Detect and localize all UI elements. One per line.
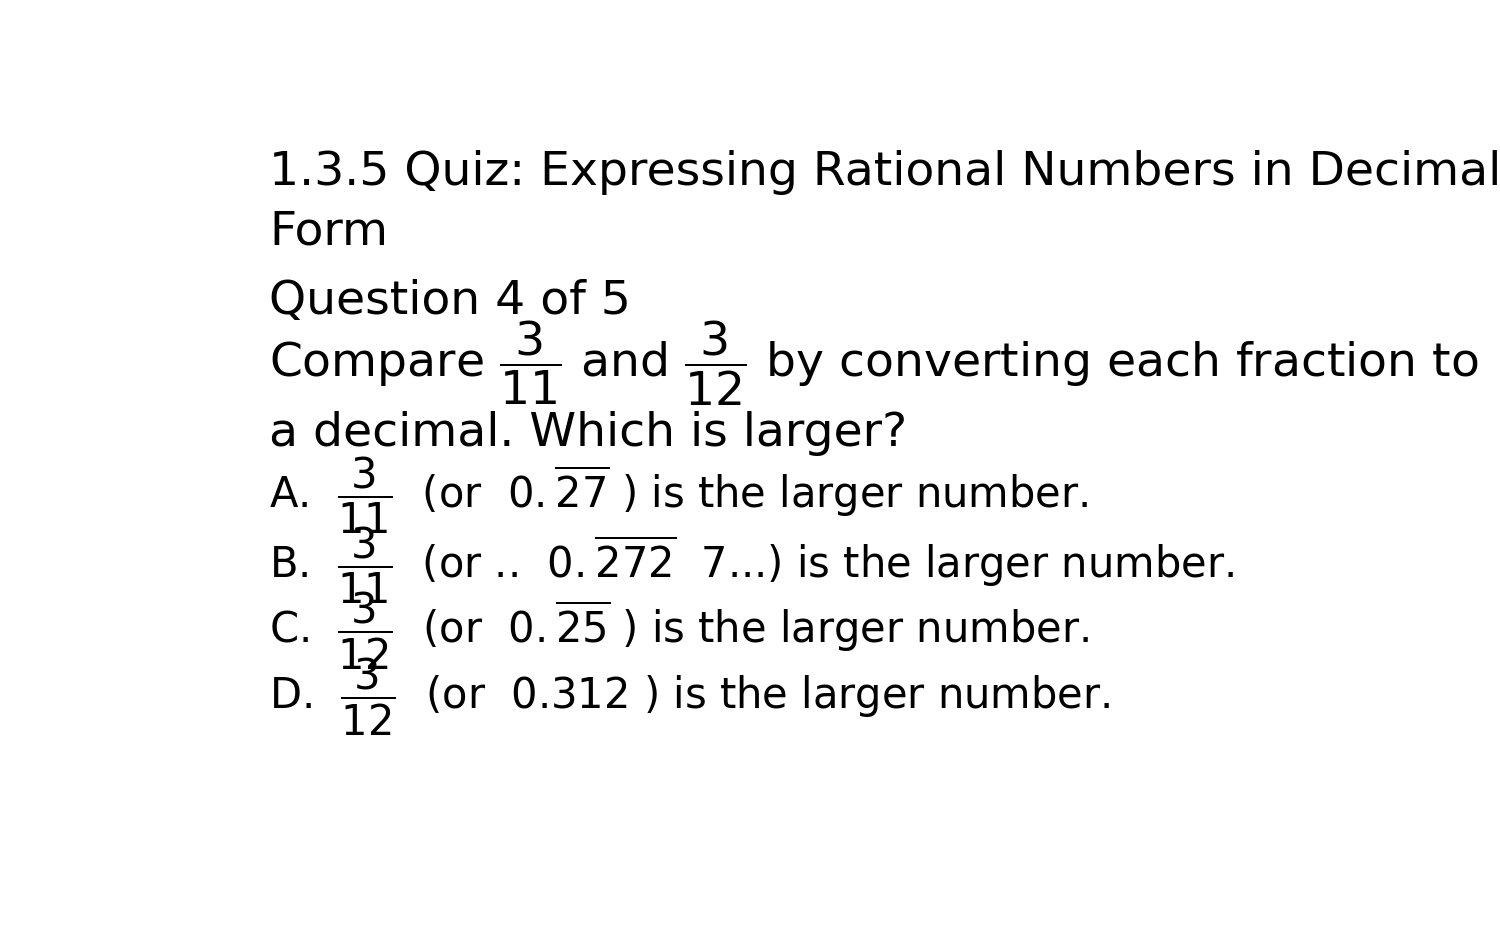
Text: C.  $\dfrac{3}{12}$  (or  $0.\overline{25}$ ) is the larger number.: C. $\dfrac{3}{12}$ (or $0.\overline{25}$… [268, 590, 1089, 672]
Text: Form: Form [268, 209, 388, 254]
Text: Compare $\dfrac{3}{11}$ and $\dfrac{3}{12}$ by converting each fraction to: Compare $\dfrac{3}{11}$ and $\dfrac{3}{1… [268, 319, 1479, 408]
Text: Question 4 of 5: Question 4 of 5 [268, 279, 630, 324]
Text: D.  $\dfrac{3}{12}$  (or  $0.312$ ) is the larger number.: D. $\dfrac{3}{12}$ (or $0.312$ ) is the … [268, 656, 1110, 738]
Text: a decimal. Which is larger?: a decimal. Which is larger? [268, 410, 908, 456]
Text: 1.3.5 Quiz: Expressing Rational Numbers in Decimal: 1.3.5 Quiz: Expressing Rational Numbers … [268, 150, 1500, 195]
Text: B.  $\dfrac{3}{11}$  (or ..  $0.\overline{272}$  7...) is the larger number.: B. $\dfrac{3}{11}$ (or .. $0.\overline{2… [268, 525, 1234, 605]
Text: A.  $\dfrac{3}{11}$  (or  $0.\overline{27}$ ) is the larger number.: A. $\dfrac{3}{11}$ (or $0.\overline{27}$… [268, 455, 1088, 536]
